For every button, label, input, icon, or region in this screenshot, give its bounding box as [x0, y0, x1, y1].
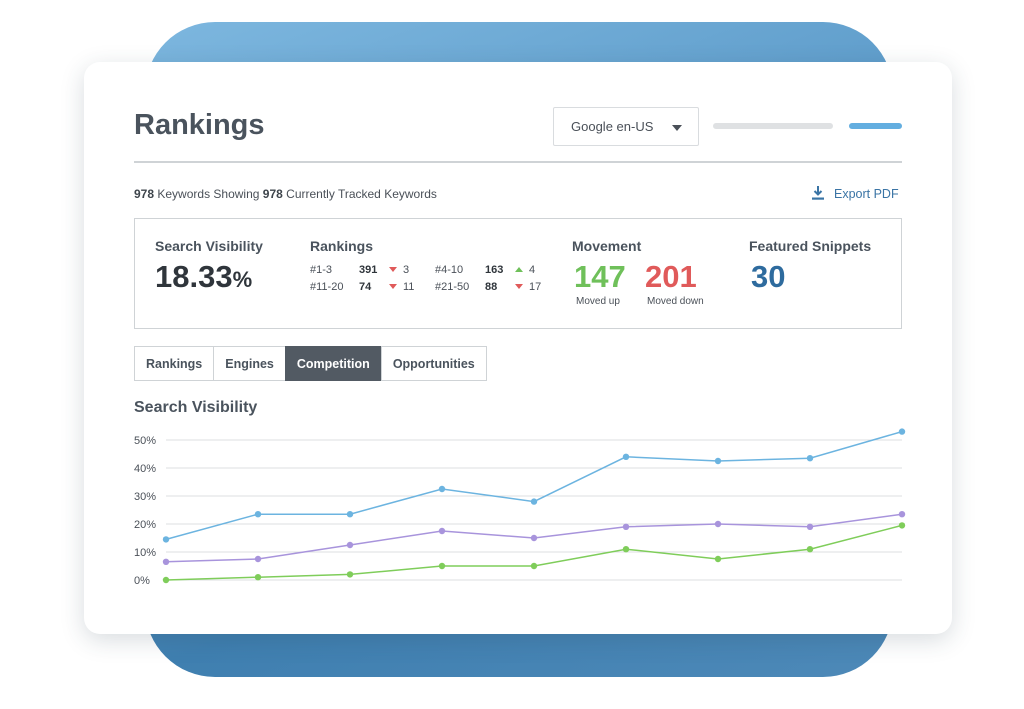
engine-select-value: Google en-US: [571, 119, 654, 134]
data-point[interactable]: [254, 555, 262, 563]
data-point[interactable]: [254, 511, 262, 518]
download-icon: [812, 186, 824, 200]
y-tick-label: 50%: [134, 435, 156, 447]
data-point[interactable]: [438, 485, 446, 493]
data-point[interactable]: [254, 574, 262, 581]
moved-up-value: 147: [574, 259, 626, 294]
y-tick-label: 0%: [134, 575, 150, 587]
data-point[interactable]: [622, 453, 630, 460]
data-point[interactable]: [898, 522, 906, 529]
tab-rankings[interactable]: Rankings: [134, 346, 215, 381]
page-title: Rankings: [134, 109, 265, 141]
moved-down-label: Moved down: [647, 296, 704, 307]
movement-heading: Movement: [572, 238, 642, 254]
search-visibility-heading: Search Visibility: [155, 238, 263, 254]
data-point[interactable]: [346, 571, 354, 578]
data-point[interactable]: [530, 498, 538, 505]
y-tick-label: 20%: [134, 519, 156, 531]
data-point[interactable]: [438, 527, 446, 535]
rank-change: 17: [515, 281, 541, 293]
moved-down-value: 201: [645, 259, 697, 294]
arrow-down-icon: [389, 267, 397, 272]
keywords-summary: 978 Keywords Showing 978 Currently Track…: [134, 187, 437, 201]
progress-track: [713, 123, 833, 129]
arrow-down-icon: [515, 284, 523, 289]
featured-snippets-heading: Featured Snippets: [749, 238, 872, 254]
rankings-breakdown: #1-3 391 3 #4-10 163 4 #11-20 74 11 #21-…: [310, 264, 550, 298]
tracked-keywords-count: 978: [262, 187, 283, 201]
arrow-down-icon: [389, 284, 397, 289]
series-line-1: [165, 430, 903, 541]
search-visibility-unit: %: [232, 267, 253, 292]
rankings-heading: Rankings: [310, 238, 374, 254]
keywords-showing-count: 978: [134, 187, 155, 201]
rankings-card: Rankings Google en-US 978 Keywords Showi…: [84, 62, 952, 634]
data-point[interactable]: [346, 541, 354, 549]
export-pdf-button[interactable]: Export PDF: [812, 186, 899, 201]
rank-range: #21-50: [435, 281, 470, 293]
data-point[interactable]: [806, 455, 814, 462]
series-line-3: [165, 524, 903, 581]
chart-title: Search Visibility: [134, 399, 258, 416]
data-point[interactable]: [898, 428, 906, 435]
data-point[interactable]: [622, 546, 630, 553]
data-point[interactable]: [898, 511, 906, 518]
keywords-showing-text: Keywords Showing: [157, 187, 260, 201]
y-tick-label: 40%: [134, 463, 156, 475]
search-engine-select[interactable]: Google en-US: [553, 107, 699, 146]
rank-count: 163: [485, 264, 504, 276]
rank-range: #11-20: [310, 281, 344, 293]
data-point[interactable]: [714, 520, 722, 528]
rank-change: 3: [389, 264, 409, 276]
tab-opportunities[interactable]: Opportunities: [380, 346, 487, 381]
data-point[interactable]: [162, 536, 170, 543]
rank-count: 88: [485, 281, 498, 293]
tracked-keywords-text: Currently Tracked Keywords: [286, 187, 437, 201]
rank-count: 391: [359, 264, 378, 276]
title-divider: [134, 161, 902, 163]
tab-competition[interactable]: Competition: [284, 346, 382, 381]
search-visibility-value: 18.33%: [155, 259, 252, 295]
data-point[interactable]: [438, 562, 446, 570]
featured-snippets-value: 30: [751, 259, 786, 294]
data-point[interactable]: [530, 534, 538, 542]
rank-count: 74: [359, 281, 372, 293]
data-point[interactable]: [162, 576, 170, 584]
data-point[interactable]: [806, 546, 814, 553]
export-pdf-label: Export PDF: [834, 187, 899, 201]
rank-change: 11: [389, 281, 414, 293]
tab-engines[interactable]: Engines: [213, 346, 286, 381]
data-point[interactable]: [530, 562, 538, 570]
search-visibility-number: 18.33: [155, 259, 233, 294]
data-point[interactable]: [622, 523, 630, 530]
view-tabs: Rankings Engines Competition Opportuniti…: [134, 346, 487, 381]
rank-change: 4: [515, 264, 535, 276]
rank-range: #1-3: [310, 264, 333, 276]
data-point[interactable]: [714, 457, 722, 465]
data-point[interactable]: [162, 558, 170, 565]
rank-range: #4-10: [435, 264, 464, 276]
moved-up-label: Moved up: [576, 296, 620, 307]
data-point[interactable]: [346, 511, 354, 518]
stats-panel: Search Visibility 18.33% Rankings #1-3 3…: [134, 218, 902, 329]
data-point[interactable]: [714, 555, 722, 563]
arrow-up-icon: [515, 267, 523, 272]
progress-indicator: [849, 123, 902, 129]
y-tick-label: 30%: [134, 491, 156, 503]
search-visibility-chart: 50% 40% 30% 20% 10% 0%: [134, 428, 906, 587]
y-tick-label: 10%: [134, 547, 156, 559]
caret-down-icon: [672, 125, 682, 131]
data-point[interactable]: [806, 523, 814, 530]
